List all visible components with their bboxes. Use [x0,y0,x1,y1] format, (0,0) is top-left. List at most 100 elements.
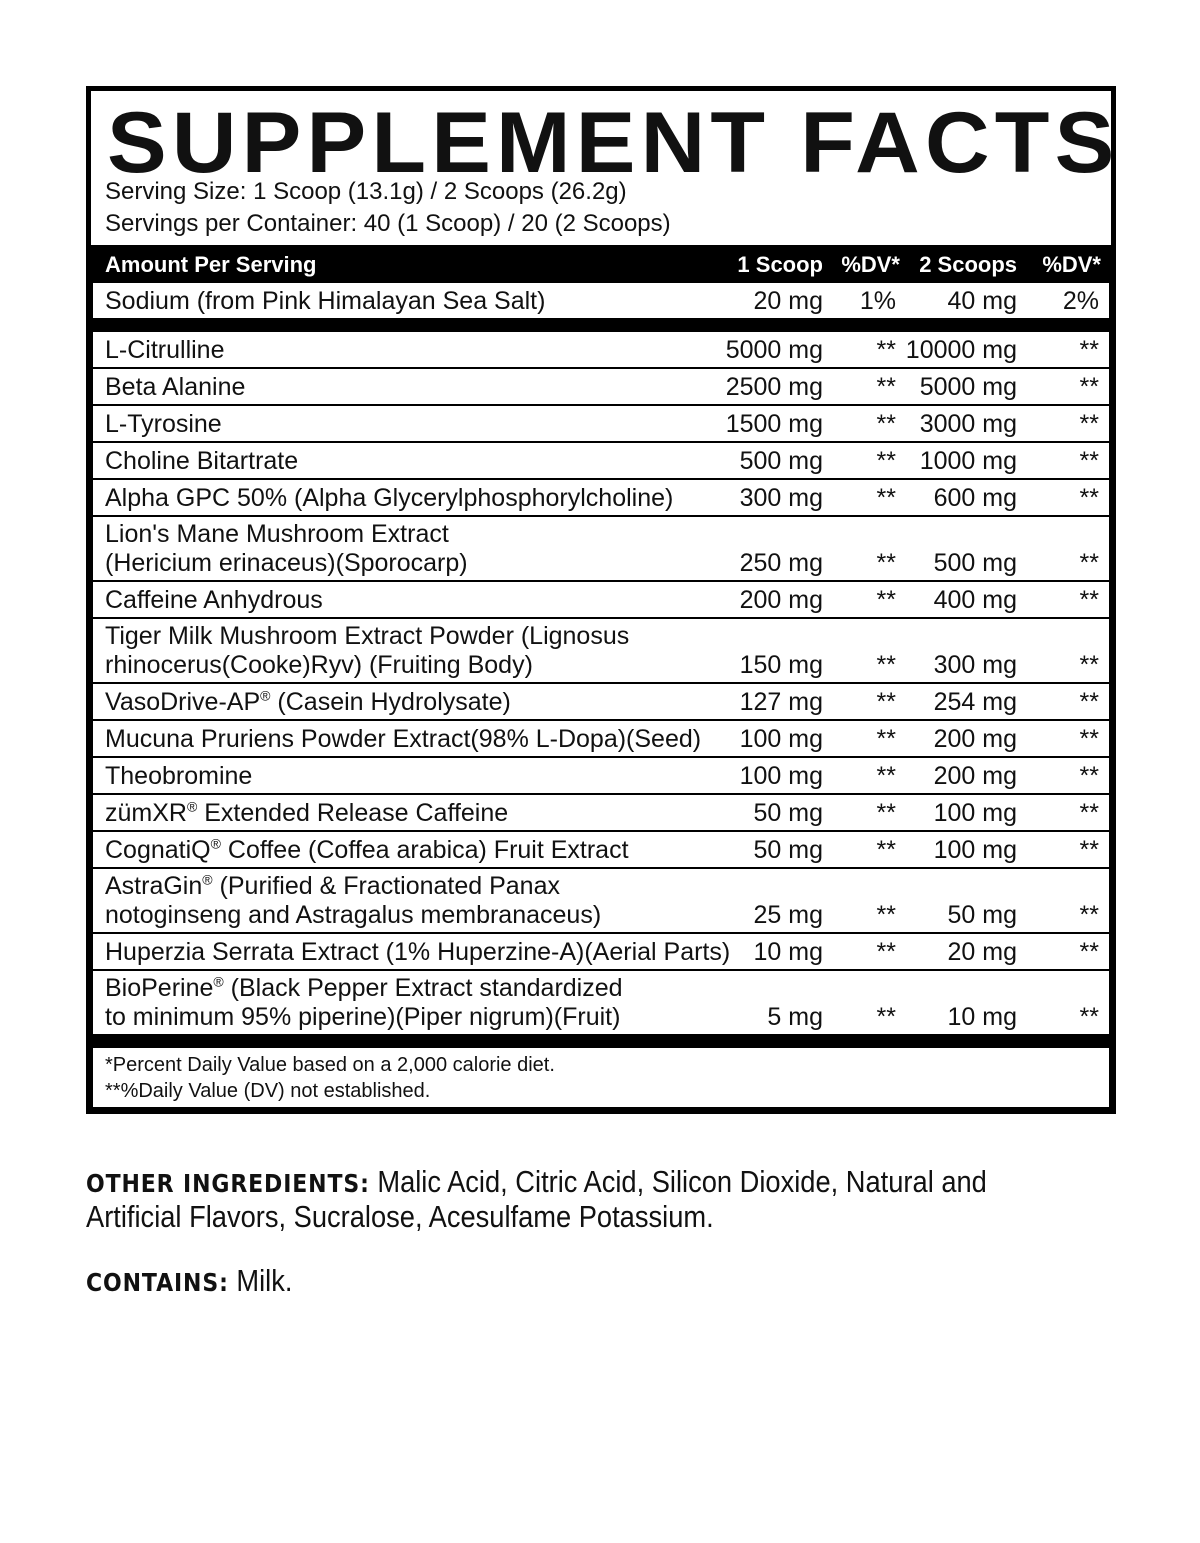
other-ingredients-label: OTHER INGREDIENTS: [86,1169,370,1198]
amount-1-scoop: 200 mg [739,586,823,614]
amount-2-scoops: 300 mg [933,651,1017,679]
dv-1-scoop: ** [876,410,896,438]
contains-label: CONTAINS: [86,1268,229,1297]
amount-1-scoop: 1500 mg [725,410,823,438]
footnotes: *Percent Daily Value based on a 2,000 ca… [93,1048,1109,1107]
contains-text: Milk. [236,1263,293,1298]
footnote-dv: *Percent Daily Value based on a 2,000 ca… [105,1054,555,1076]
table-row: Caffeine Anhydrous 200 mg ** 400 mg ** [93,582,1109,617]
other-ingredients: OTHER INGREDIENTS: Malic Acid, Citric Ac… [86,1164,987,1202]
supplement-facts-panel: SUPPLEMENT FACTS Serving Size: 1 Scoop (… [86,86,1116,1114]
table-row: BioPerine® (Black Pepper Extract standar… [93,971,1109,1034]
amount-2-scoops: 10 mg [947,1003,1017,1031]
ingredient-name: CognatiQ® Coffee (Coffea arabica) Fruit … [105,835,629,864]
ingredient-name: BioPerine® (Black Pepper Extract standar… [105,973,623,1031]
dv-2-scoops: ** [1079,1003,1099,1031]
dv-1-scoop: ** [876,836,896,864]
servings-per-container: Servings per Container: 40 (1 Scoop) / 2… [105,210,671,237]
dv-1-scoop: ** [876,799,896,827]
table-row: Choline Bitartrate 500 mg ** 1000 mg ** [93,443,1109,478]
dv-1-scoop: ** [876,373,896,401]
ingredient-name: L-Tyrosine [105,410,222,438]
dv-1-scoop: ** [876,688,896,716]
table-row: L-Citrulline 5000 mg ** 10000 mg ** [93,332,1109,367]
table-header: Amount Per Serving 1 Scoop %DV* 2 Scoops… [91,245,1111,283]
dv-2-scoops: ** [1079,586,1099,614]
amount-1-scoop: 5000 mg [725,336,823,364]
amount-1-scoop: 500 mg [739,447,823,475]
ingredient-name: Lion's Mane Mushroom Extract (Hericium e… [105,520,468,577]
amount-1-scoop: 150 mg [739,651,823,679]
ingredient-name: Theobromine [105,762,253,790]
amount-1-scoop: 2500 mg [725,373,823,401]
table-row: Mucuna Pruriens Powder Extract(98% L-Dop… [93,721,1109,756]
dv-2-scoops: ** [1079,762,1099,790]
amount-2-scoops: 100 mg [933,799,1017,827]
amount-2-scoops: 3000 mg [919,410,1017,438]
dv-1-scoop: ** [876,447,896,475]
header-1-scoop: 1 Scoop [737,252,823,277]
dv-1-scoop: ** [876,762,896,790]
other-ingredients-line2: Artificial Flavors, Sucralose, Acesulfam… [86,1199,714,1234]
dv-1-scoop: ** [876,549,896,577]
amount-2-scoops: 1000 mg [919,447,1017,475]
header-dv-1: %DV* [841,252,900,277]
amount-2-scoops: 600 mg [933,484,1017,512]
dv-1-scoop: 1% [859,287,896,315]
table-row: Beta Alanine 2500 mg ** 5000 mg ** [93,369,1109,404]
dv-1-scoop: ** [876,651,896,679]
dv-1-scoop: ** [876,901,896,929]
table-row: Huperzia Serrata Extract (1% Huperzine-A… [93,934,1109,969]
table-row: Lion's Mane Mushroom Extract (Hericium e… [93,517,1109,580]
amount-2-scoops: 400 mg [933,586,1017,614]
dv-2-scoops: ** [1079,688,1099,716]
amount-2-scoops: 200 mg [933,762,1017,790]
dv-2-scoops: ** [1079,651,1099,679]
dv-2-scoops: ** [1079,336,1099,364]
dv-1-scoop: ** [876,484,896,512]
ingredient-name: Caffeine Anhydrous [105,586,323,614]
dv-2-scoops: ** [1079,549,1099,577]
contains: CONTAINS: Milk. [86,1263,292,1301]
other-ingredients-line1: Malic Acid, Citric Acid, Silicon Dioxide… [377,1164,987,1199]
amount-1-scoop: 50 mg [753,799,823,827]
dv-2-scoops: ** [1079,938,1099,966]
amount-1-scoop: 25 mg [753,901,823,929]
dv-2-scoops: ** [1079,484,1099,512]
dv-2-scoops: ** [1079,799,1099,827]
ingredient-name: Choline Bitartrate [105,447,299,475]
amount-1-scoop: 10 mg [753,938,823,966]
ingredient-name: L-Citrulline [105,336,225,364]
table-row: zümXR® Extended Release Caffeine 50 mg ** 1… [93,795,1109,830]
table-row: Theobromine 100 mg ** 200 mg ** [93,758,1109,793]
amount-1-scoop: 300 mg [739,484,823,512]
table-row: AstraGin® (Purified & Fractionated Panax… [93,869,1109,932]
dv-2-scoops: ** [1079,836,1099,864]
table-row: CognatiQ® Coffee (Coffea arabica) Fruit … [93,832,1109,867]
dv-2-scoops: ** [1079,410,1099,438]
ingredient-name: zümXR® Extended Release Caffeine [105,798,509,827]
dv-2-scoops: ** [1079,447,1099,475]
amount-2-scoops: 500 mg [933,549,1017,577]
footnote-not-established: **%Daily Value (DV) not established. [105,1080,431,1102]
panel-title: SUPPLEMENT FACTS [107,95,1120,191]
dv-1-scoop: ** [876,725,896,753]
amount-1-scoop: 20 mg [753,287,823,315]
dv-1-scoop: ** [876,1003,896,1031]
dv-2-scoops: ** [1079,373,1099,401]
amount-1-scoop: 250 mg [739,549,823,577]
table-row: Tiger Milk Mushroom Extract Powder (Lign… [93,619,1109,682]
dv-1-scoop: ** [876,336,896,364]
dv-1-scoop: ** [876,938,896,966]
amount-2-scoops: 40 mg [947,287,1017,315]
dv-2-scoops: ** [1079,725,1099,753]
table-row: Alpha GPC 50% (Alpha Glycerylphosphorylc… [93,480,1109,515]
amount-2-scoops: 100 mg [933,836,1017,864]
ingredient-name: VasoDrive-AP® (Casein Hydrolysate) [105,687,511,716]
ingredient-name: Alpha GPC 50% (Alpha Glycerylphosphorylc… [105,484,674,512]
serving-size: Serving Size: 1 Scoop (13.1g) / 2 Scoops… [105,178,627,205]
amount-2-scoops: 5000 mg [919,373,1017,401]
amount-1-scoop: 100 mg [739,725,823,753]
amount-1-scoop: 127 mg [739,688,823,716]
table-row: VasoDrive-AP® (Casein Hydrolysate) 127 mg… [93,684,1109,719]
